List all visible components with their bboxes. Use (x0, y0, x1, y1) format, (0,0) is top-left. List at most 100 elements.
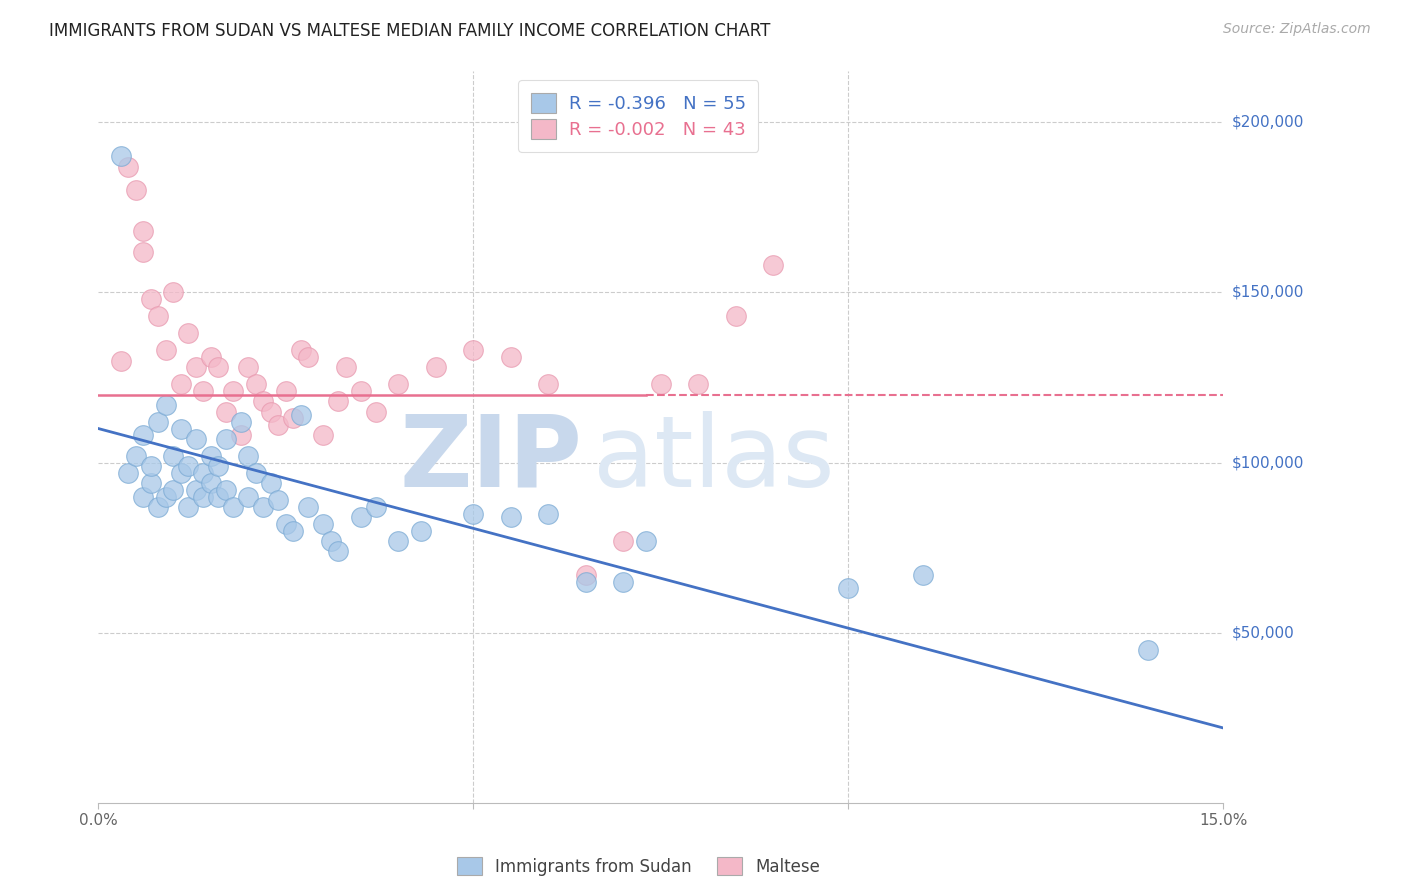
Point (215, 432, 238, 446)
Point (207, 360, 229, 375)
Point (125, 449, 148, 463)
Point (229, 428, 252, 442)
Point (267, 418, 290, 433)
Point (125, 183, 148, 197)
Point (193, 490, 215, 504)
Point (162, 449, 184, 463)
Point (117, 160, 139, 174)
Point (537, 377, 560, 392)
Point (184, 432, 207, 446)
Point (387, 533, 409, 548)
Point (132, 490, 155, 504)
Point (260, 404, 283, 418)
Point (238, 490, 260, 504)
Text: $150,000: $150,000 (1232, 285, 1303, 300)
Point (319, 533, 342, 548)
Point (634, 533, 657, 548)
Point (650, 377, 672, 392)
Point (193, 384, 215, 399)
Point (297, 350, 319, 364)
Text: $50,000: $50,000 (1232, 625, 1295, 640)
Point (575, 567, 598, 582)
Point (245, 377, 267, 392)
Point (170, 466, 193, 480)
Point (312, 428, 335, 442)
Point (139, 475, 162, 490)
Point (463, 343, 485, 358)
Point (283, 524, 305, 538)
Point (267, 493, 290, 508)
Point (177, 458, 200, 473)
Point (350, 510, 373, 524)
Text: IMMIGRANTS FROM SUDAN VS MALTESE MEDIAN FAMILY INCOME CORRELATION CHART: IMMIGRANTS FROM SUDAN VS MALTESE MEDIAN … (49, 22, 770, 40)
Point (328, 544, 350, 558)
Point (139, 293, 162, 307)
Point (132, 224, 155, 238)
Point (425, 360, 447, 375)
Point (1137, 642, 1160, 657)
Point (170, 421, 193, 435)
Point (364, 500, 387, 514)
Point (260, 475, 283, 490)
Point (238, 360, 260, 375)
Point (132, 428, 155, 442)
Point (177, 326, 200, 341)
Point (350, 384, 373, 399)
Point (162, 285, 184, 300)
Point (297, 500, 319, 514)
Point (290, 408, 312, 422)
Point (200, 449, 222, 463)
Point (207, 458, 229, 473)
Point (117, 466, 139, 480)
Point (252, 500, 274, 514)
Point (912, 567, 935, 582)
Point (290, 343, 312, 358)
Point (499, 510, 522, 524)
Point (110, 353, 132, 368)
Point (387, 377, 409, 392)
Point (155, 343, 177, 358)
Point (245, 466, 267, 480)
Point (139, 458, 162, 473)
Point (148, 310, 170, 324)
Point (274, 384, 297, 399)
Point (575, 574, 598, 589)
Point (499, 350, 522, 364)
Point (215, 483, 238, 497)
Point (222, 384, 245, 399)
Point (409, 524, 432, 538)
Text: $200,000: $200,000 (1232, 115, 1303, 130)
Point (148, 500, 170, 514)
Point (207, 490, 229, 504)
Point (312, 516, 335, 531)
Text: ZIP: ZIP (399, 410, 582, 508)
Point (229, 415, 252, 429)
Point (132, 244, 155, 259)
Point (537, 507, 560, 521)
Point (155, 490, 177, 504)
Point (328, 394, 350, 409)
Text: $100,000: $100,000 (1232, 455, 1303, 470)
Text: atlas: atlas (593, 410, 835, 508)
Point (193, 466, 215, 480)
Point (222, 500, 245, 514)
Point (837, 582, 859, 596)
Point (335, 360, 357, 375)
Point (252, 394, 274, 409)
Point (215, 404, 238, 418)
Point (238, 449, 260, 463)
Point (612, 533, 634, 548)
Point (274, 516, 297, 531)
Point (170, 377, 193, 392)
Text: Source: ZipAtlas.com: Source: ZipAtlas.com (1223, 22, 1371, 37)
Point (762, 258, 785, 272)
Point (155, 398, 177, 412)
Point (283, 411, 305, 425)
Point (364, 404, 387, 418)
Point (200, 350, 222, 364)
Point (162, 483, 184, 497)
Point (724, 310, 747, 324)
Point (688, 377, 710, 392)
Point (110, 149, 132, 163)
Point (184, 360, 207, 375)
